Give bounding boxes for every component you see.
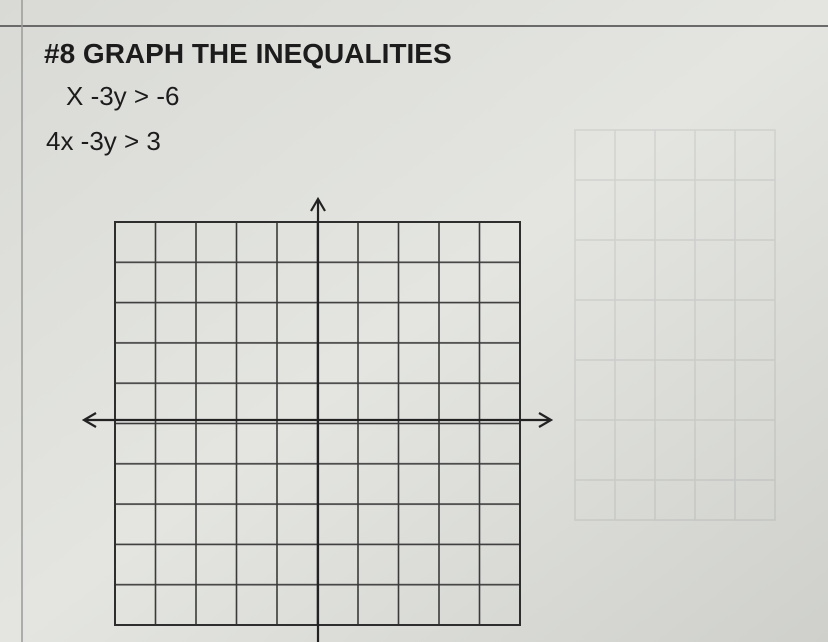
arrow-right xyxy=(538,412,554,428)
inequality: 4x -3y > 3 xyxy=(46,126,161,156)
title: #8 GRAPH THE INEQUALITIES xyxy=(44,38,452,69)
arrow-up xyxy=(310,196,326,212)
arrow-left xyxy=(81,412,97,428)
inequality: X -3y > -6 xyxy=(66,81,179,111)
axes xyxy=(81,196,554,642)
bleed-through xyxy=(574,129,776,521)
